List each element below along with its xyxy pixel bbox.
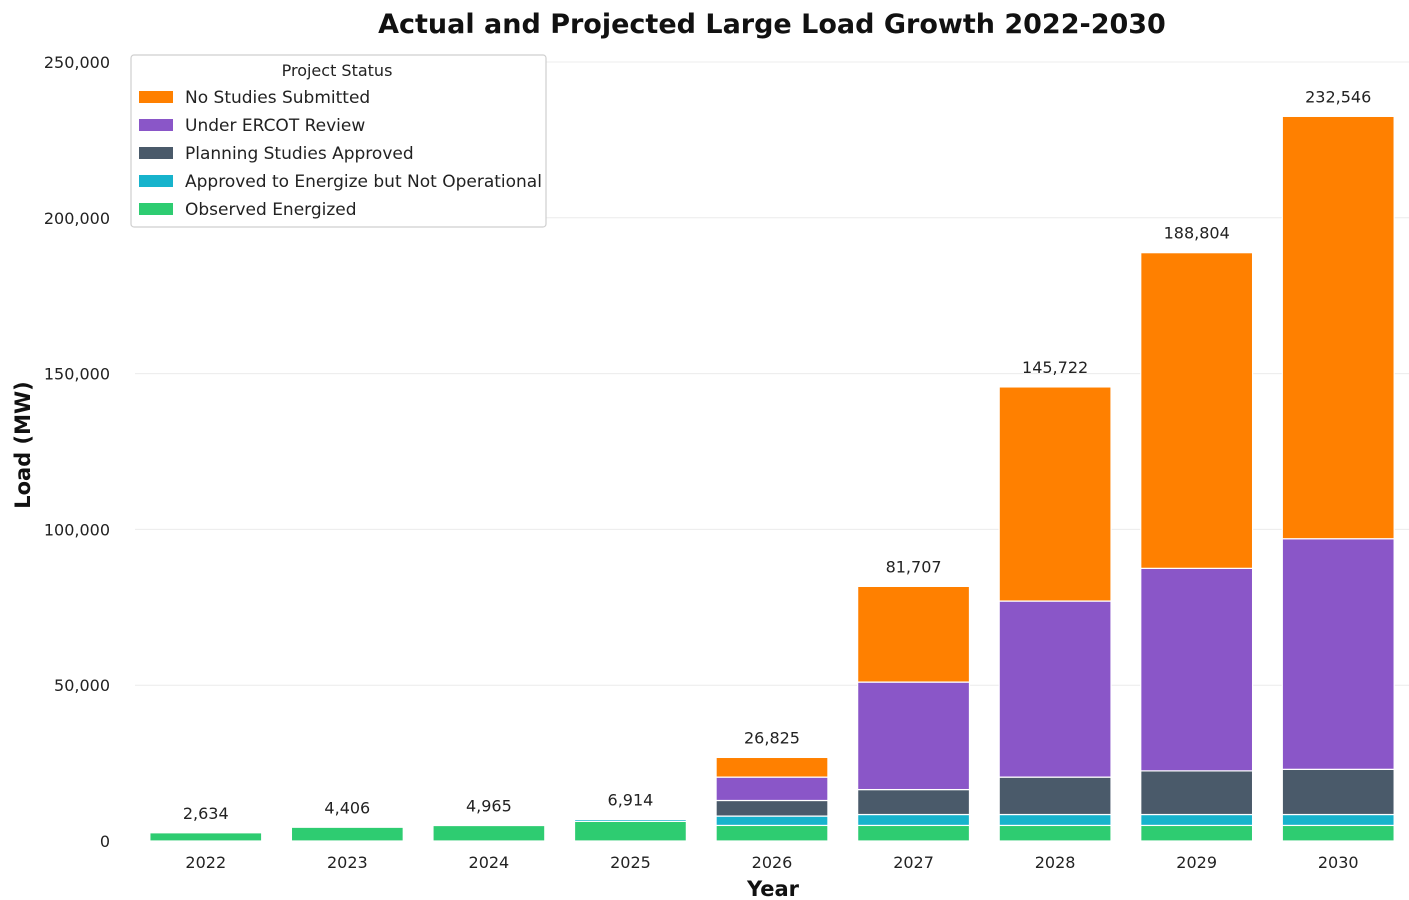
- bars: [149, 115, 1395, 842]
- bar-segment: [290, 826, 404, 842]
- y-tick-label: 150,000: [44, 365, 110, 384]
- bar-segment: [1281, 538, 1395, 770]
- x-tick-label: 2027: [893, 853, 934, 872]
- bar-total-label: 26,825: [744, 728, 800, 747]
- bar-total-label: 81,707: [886, 557, 942, 576]
- bar-segment: [715, 776, 829, 802]
- legend-swatch: [139, 147, 173, 159]
- bar-total-label: 188,804: [1164, 224, 1230, 243]
- bar-segment: [998, 600, 1112, 778]
- bar-segment: [1140, 770, 1254, 816]
- chart-title: Actual and Projected Large Load Growth 2…: [378, 9, 1166, 40]
- y-tick-label: 50,000: [54, 676, 110, 695]
- legend-swatch: [139, 203, 173, 215]
- bar-segment: [432, 824, 546, 842]
- bar-segment: [857, 824, 971, 842]
- x-tick-label: 2024: [469, 853, 510, 872]
- x-tick-label: 2022: [185, 853, 226, 872]
- y-tick-label: 100,000: [44, 520, 110, 539]
- bar-segment: [715, 756, 829, 778]
- legend-swatch: [139, 175, 173, 187]
- bar-segment: [1281, 115, 1395, 540]
- legend-label: Under ERCOT Review: [185, 116, 365, 136]
- bar-segment: [998, 824, 1112, 842]
- legend-label: Observed Energized: [185, 200, 357, 220]
- y-tick-label: 200,000: [44, 209, 110, 228]
- x-tick-label: 2028: [1035, 853, 1076, 872]
- bar-segment: [715, 824, 829, 842]
- bar-segment: [998, 813, 1112, 827]
- y-tick-label: 250,000: [44, 53, 110, 72]
- total-labels: 2,634 4,406 4,965 6,914 26,825 81,707 145,722 1…: [183, 87, 1371, 822]
- legend-items: No Studies Submitted Under ERCOT Review Pl…: [139, 88, 542, 220]
- bar-segment: [857, 585, 971, 683]
- legend-frame: [130, 54, 547, 228]
- legend-swatch: [139, 119, 173, 131]
- bar-total-label: 6,914: [608, 790, 654, 809]
- bar-total-label: 4,406: [324, 798, 370, 817]
- legend-label: Approved to Energize but Not Operational: [185, 172, 542, 192]
- bar-segment: [573, 818, 687, 822]
- x-tick-label: 2030: [1318, 853, 1359, 872]
- legend-title: Project Status: [282, 61, 393, 80]
- legend-label: Planning Studies Approved: [185, 144, 414, 164]
- y-tick-label: 0: [100, 832, 110, 851]
- bar-segment: [857, 788, 971, 816]
- x-tick-label: 2026: [752, 853, 793, 872]
- x-tick-label: 2029: [1176, 853, 1217, 872]
- bar-total-label: 2,634: [183, 804, 229, 823]
- legend-label: No Studies Submitted: [185, 88, 370, 108]
- bar-segment: [1140, 567, 1254, 772]
- bar-segment: [715, 815, 829, 827]
- bar-segment: [998, 386, 1112, 602]
- bar-total-label: 4,965: [466, 797, 512, 816]
- bar-segment: [715, 799, 829, 817]
- y-axis-ticks: 0 50,000 100,000 150,000 200,000 250,000: [44, 53, 110, 851]
- bar-segment: [573, 820, 687, 842]
- bar-segment: [857, 681, 971, 791]
- bar-segment: [857, 813, 971, 827]
- bar-segment: [1281, 824, 1395, 842]
- x-axis-title: Year: [746, 877, 800, 900]
- x-tick-label: 2023: [327, 853, 368, 872]
- bar-total-label: 145,722: [1022, 358, 1088, 377]
- legend: Project Status No Studies Submitted Under…: [130, 54, 547, 228]
- bar-segment: [1281, 768, 1395, 816]
- x-axis-ticks: 2022 2023 2024 2025 2026 2027 2028 2029 2030: [185, 853, 1358, 872]
- y-axis-title: Load (MW): [11, 381, 35, 509]
- bar-segment: [149, 832, 263, 842]
- bar-segment: [1140, 252, 1254, 569]
- bar-segment: [1140, 813, 1254, 827]
- bar-segment: [1281, 813, 1395, 827]
- bar-total-label: 232,546: [1305, 87, 1371, 106]
- bar-segment: [1140, 824, 1254, 842]
- legend-swatch: [139, 91, 173, 103]
- x-tick-label: 2025: [610, 853, 651, 872]
- bar-segment: [998, 776, 1112, 816]
